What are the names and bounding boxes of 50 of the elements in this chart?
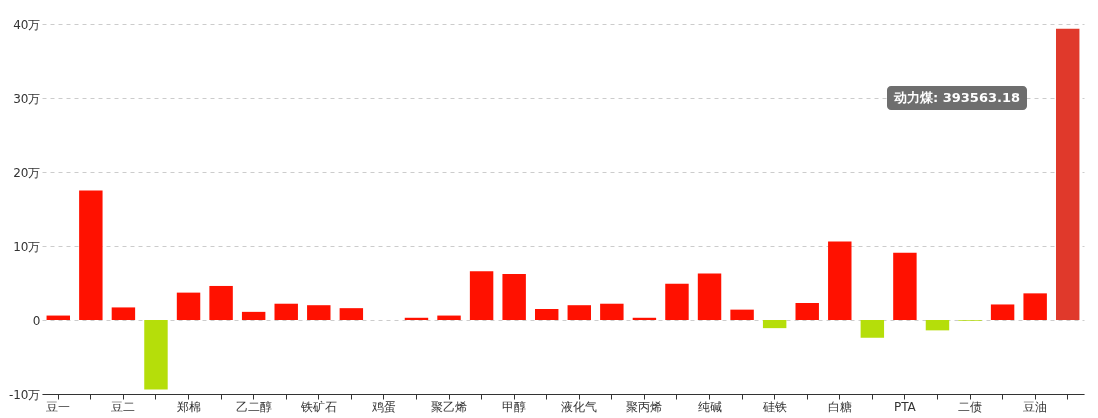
bar [274, 303, 298, 320]
x-tick-label: 纯碱 [697, 399, 722, 414]
annotation: 动力煤: 393563.18 [892, 90, 1021, 105]
x-tick-label: 聚丙烯 [626, 399, 663, 414]
x-tick-label: 郑棉 [176, 399, 201, 414]
bar [665, 283, 689, 320]
bar [339, 308, 364, 320]
bar [111, 307, 136, 320]
x-tick-label: PTA [893, 399, 917, 414]
x-tick-label: 豆油 [1023, 399, 1048, 414]
y-tick-label: 30万 [13, 91, 41, 106]
y-tick-label: 0 [32, 313, 41, 328]
x-tick-label: 铁矿石 [299, 399, 337, 414]
bar [697, 273, 722, 320]
bar [437, 315, 461, 320]
x-tick-label: 豆二 [111, 399, 136, 414]
bar [893, 252, 917, 320]
bar [307, 305, 331, 320]
bar [79, 190, 103, 320]
bar [241, 311, 266, 320]
x-tick-label: 二债 [958, 399, 983, 414]
x-tick-label: 聚乙烯 [431, 399, 468, 414]
y-tick-label: -10万 [8, 387, 41, 402]
y-tick-label: 10万 [13, 239, 41, 254]
bar [1023, 293, 1047, 320]
x-tick-label: 白糖 [827, 399, 852, 414]
bar [535, 308, 559, 320]
bar [600, 303, 624, 320]
bar [925, 320, 950, 331]
bar [795, 302, 819, 320]
bar [502, 274, 526, 320]
bar [144, 320, 168, 390]
x-tick-label: 液化气 [561, 399, 598, 414]
bar [176, 292, 201, 320]
x-tick-label: 豆一 [46, 399, 71, 414]
x-tick-label: 乙二醇 [235, 399, 272, 414]
bar [730, 309, 754, 320]
x-tick-label: 硅铁 [761, 399, 787, 414]
x-tick-label: 甲醇 [502, 399, 527, 414]
bar [990, 304, 1015, 320]
bar [860, 320, 885, 338]
x-tick-label: 鸡蛋 [370, 399, 396, 414]
bar [469, 271, 494, 320]
bar [567, 305, 591, 320]
y-tick-label: 20万 [13, 165, 41, 180]
bar [828, 241, 852, 320]
bar [1056, 28, 1080, 320]
bar [209, 285, 233, 320]
bar [762, 320, 787, 329]
y-tick-label: 40万 [13, 17, 41, 32]
